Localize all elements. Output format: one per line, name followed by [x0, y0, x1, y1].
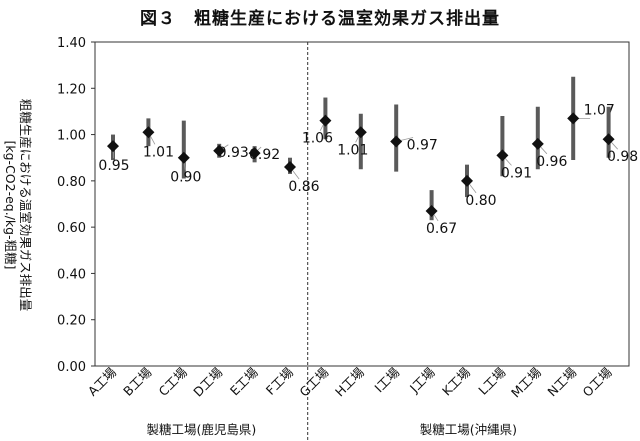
data-point-marker: [142, 126, 155, 139]
data-value-label: 1.01: [337, 142, 368, 158]
data-value-label: 0.93: [218, 145, 249, 161]
data-value-label: 0.95: [98, 158, 129, 174]
data-value-label: 0.96: [536, 154, 567, 170]
y-tick-label: 0.00: [57, 360, 86, 375]
group-label-kagoshima: 製糖工場(鹿児島県): [146, 422, 257, 437]
x-category-label: K工場: [439, 365, 473, 399]
data-value-label: 0.97: [407, 138, 438, 154]
y-tick-label: 0.60: [57, 221, 86, 236]
x-category-label: M工場: [508, 365, 544, 401]
y-tick-label: 1.40: [57, 36, 86, 51]
x-category-label: A工場: [85, 365, 119, 399]
data-marks: 0.951.010.900.93 0.920.861.061.01 0.970.67…: [98, 76, 638, 237]
data-value-label: 0.67: [426, 221, 457, 237]
data-point-marker: [602, 133, 615, 146]
data-value-label: 0.92: [249, 147, 280, 163]
x-category-label: F工場: [263, 365, 296, 398]
x-category-label: D工場: [190, 365, 225, 400]
x-category-label: C工場: [155, 365, 189, 399]
y-tick-label: 1.20: [57, 82, 86, 97]
x-category-label: I工場: [371, 365, 402, 396]
data-point-marker: [531, 137, 544, 150]
data-value-label: 1.06: [302, 131, 333, 147]
x-category-label: O工場: [579, 365, 614, 400]
data-point-marker: [177, 151, 190, 164]
data-point-marker: [284, 160, 296, 173]
data-point-marker: [567, 112, 580, 125]
data-value-label: 0.91: [501, 165, 532, 181]
y-tick-label: 0.20: [57, 314, 86, 329]
x-category-label: J工場: [406, 365, 438, 397]
chart-title: 図３ 粗糖生産における温室効果ガス排出量: [140, 9, 500, 29]
x-category-label: B工場: [120, 365, 154, 399]
data-point-marker: [390, 135, 403, 148]
data-value-label: 1.01: [143, 144, 174, 160]
x-category-label: L工場: [475, 365, 508, 398]
x-category-label: N工場: [544, 365, 579, 400]
data-point-marker: [319, 114, 332, 127]
x-axis: A工場 B工場 C工場 D工場 E工場 F工場 G工場 H工場 I工場 J工場 K工場 L工場 M工場 N…: [85, 365, 615, 401]
y-tick-label: 0.80: [57, 175, 86, 190]
data-value-label: 0.90: [170, 170, 201, 186]
data-value-label: 0.86: [288, 179, 319, 195]
data-point-marker: [107, 140, 119, 153]
data-value-label: 0.98: [607, 149, 638, 165]
plot-frame: [94, 41, 630, 367]
data-point-marker: [496, 149, 509, 162]
data-point-marker: [213, 144, 226, 157]
group-label-okinawa: 製糖工場(沖縄県): [419, 422, 517, 437]
data-value-label: 0.80: [465, 193, 496, 209]
y-tick-label: 0.40: [57, 267, 86, 282]
x-category-label: E工場: [227, 365, 261, 399]
y-axis: 0.00 0.20 0.40 0.60 0.80 1.00 1.20 1.40: [57, 36, 309, 441]
x-category-label: G工場: [296, 365, 331, 400]
data-point-marker: [354, 126, 367, 139]
data-point-marker: [425, 204, 438, 217]
x-category-label: H工場: [332, 365, 367, 400]
data-point-marker: [461, 174, 473, 187]
y-tick-label: 1.00: [57, 129, 86, 144]
data-point-marker: [248, 147, 261, 160]
